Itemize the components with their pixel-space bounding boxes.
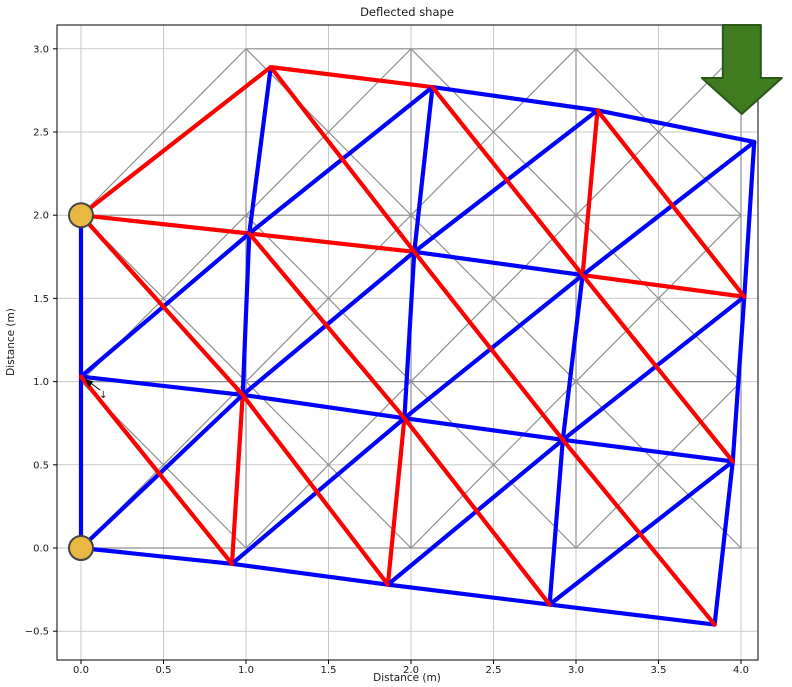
deflected-member — [247, 231, 417, 254]
deflected-member — [385, 416, 407, 587]
y-tick-label: 1.5 — [33, 294, 49, 305]
deflected-member — [595, 108, 757, 145]
x-tick-label: 1.5 — [321, 665, 337, 676]
deflected-member — [78, 374, 245, 398]
x-tick-label: 2.0 — [403, 665, 419, 676]
deflected-member — [78, 213, 245, 398]
deflected-member — [430, 84, 585, 278]
original-member — [410, 214, 577, 383]
deflected-member — [78, 374, 235, 566]
y-tick-label: 2.5 — [33, 128, 49, 139]
deflected-member — [560, 437, 735, 464]
deflected-member — [402, 416, 565, 442]
deflected-members — [78, 65, 757, 627]
y-tick-label: 0.5 — [33, 460, 49, 471]
original-member — [245, 48, 412, 216]
deflected-member — [580, 139, 757, 278]
y-tick-label: 3.0 — [33, 44, 49, 55]
deflected-member — [412, 249, 585, 278]
deflected-member — [742, 139, 757, 299]
support-marker — [68, 535, 94, 561]
deflected-member — [412, 249, 565, 442]
x-tick-label: 3.5 — [651, 665, 667, 676]
deflected-member — [580, 273, 735, 464]
deflected-member — [547, 437, 565, 607]
deflected-member — [78, 213, 252, 236]
deflected-member — [240, 231, 252, 398]
original-member — [245, 214, 412, 383]
axes-frame-and-ticks: 0.0 0.5 1.0 1.5 2.0 2.5 3.0 3.5 4.0 −0.5 0.0 0.5 1.0… — [25, 24, 759, 676]
deflected-member — [268, 65, 435, 90]
original-member — [575, 214, 742, 383]
y-tick-label: 0.0 — [33, 544, 49, 555]
x-tick-label: 3.0 — [568, 665, 584, 676]
x-tick-label: 0.0 — [73, 665, 89, 676]
x-tick-label: 4.0 — [733, 665, 749, 676]
deflected-member — [712, 459, 735, 627]
deflected-member — [580, 108, 600, 278]
deflected-member — [240, 392, 390, 587]
deflected-member — [240, 392, 407, 421]
annotation-arrow-head — [85, 379, 94, 388]
deflected-member — [240, 249, 417, 398]
y-tick-label: 2.0 — [33, 211, 49, 222]
support-markers — [68, 202, 94, 561]
deflected-member — [402, 273, 585, 421]
x-axis-label: Distance (m) — [373, 672, 441, 684]
annotation-text: ↓ — [99, 390, 107, 401]
x-tick-label: 2.5 — [486, 665, 502, 676]
original-member — [410, 48, 577, 216]
original-member — [410, 381, 577, 549]
deflected-member — [229, 392, 245, 566]
deflected-member — [560, 294, 747, 442]
annotation-down-arrow: ↓ — [85, 379, 107, 401]
deflected-member — [402, 249, 417, 421]
deflected-member — [412, 84, 435, 254]
original-member — [80, 48, 247, 216]
deflected-member — [385, 582, 552, 607]
x-tick-label: 1.0 — [238, 665, 254, 676]
deflected-member — [402, 416, 552, 607]
deflected-member — [560, 273, 585, 442]
deflected-member — [268, 65, 417, 254]
original-member — [575, 48, 742, 216]
y-tick-label: −0.5 — [25, 627, 49, 638]
load-arrow — [700, 24, 783, 115]
load-arrow-icon — [700, 24, 783, 115]
plot-border — [56, 24, 759, 661]
deflected-member — [229, 561, 390, 587]
x-tick-label: 0.5 — [156, 665, 172, 676]
deflected-member — [78, 231, 252, 379]
deflected-member — [78, 65, 273, 218]
original-member — [245, 381, 412, 549]
deflected-member — [247, 231, 407, 421]
deflected-member — [730, 294, 747, 464]
plot-title: Deflected shape — [360, 5, 454, 19]
y-tick-label: 1.0 — [33, 377, 49, 388]
deflected-member — [430, 84, 600, 113]
deflected-member — [78, 392, 245, 551]
deflected-member — [560, 437, 717, 627]
deflected-member — [78, 545, 235, 566]
deflected-member — [547, 602, 717, 627]
deflected-member — [595, 108, 747, 299]
deflected-member — [580, 273, 747, 299]
deflected-member — [247, 65, 273, 236]
y-axis-label: Distance (m) — [5, 308, 17, 376]
support-marker — [68, 202, 94, 229]
